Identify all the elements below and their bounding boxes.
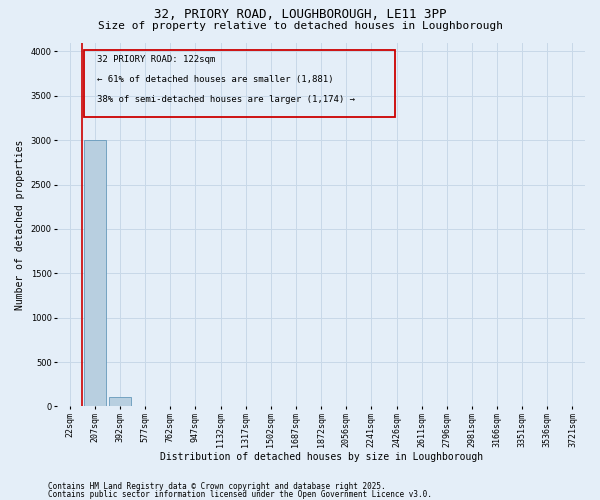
Text: Contains HM Land Registry data © Crown copyright and database right 2025.: Contains HM Land Registry data © Crown c… bbox=[48, 482, 386, 491]
Text: Contains public sector information licensed under the Open Government Licence v3: Contains public sector information licen… bbox=[48, 490, 432, 499]
Text: ← 61% of detached houses are smaller (1,881): ← 61% of detached houses are smaller (1,… bbox=[97, 76, 334, 84]
Text: 32 PRIORY ROAD: 122sqm: 32 PRIORY ROAD: 122sqm bbox=[97, 55, 215, 64]
Text: Size of property relative to detached houses in Loughborough: Size of property relative to detached ho… bbox=[97, 21, 503, 31]
Text: 32, PRIORY ROAD, LOUGHBOROUGH, LE11 3PP: 32, PRIORY ROAD, LOUGHBOROUGH, LE11 3PP bbox=[154, 8, 446, 20]
Bar bbox=[109, 396, 131, 406]
X-axis label: Distribution of detached houses by size in Loughborough: Distribution of detached houses by size … bbox=[160, 452, 482, 462]
Text: 38% of semi-detached houses are larger (1,174) →: 38% of semi-detached houses are larger (… bbox=[97, 96, 355, 104]
Bar bbox=[84, 140, 106, 406]
Y-axis label: Number of detached properties: Number of detached properties bbox=[15, 140, 25, 310]
